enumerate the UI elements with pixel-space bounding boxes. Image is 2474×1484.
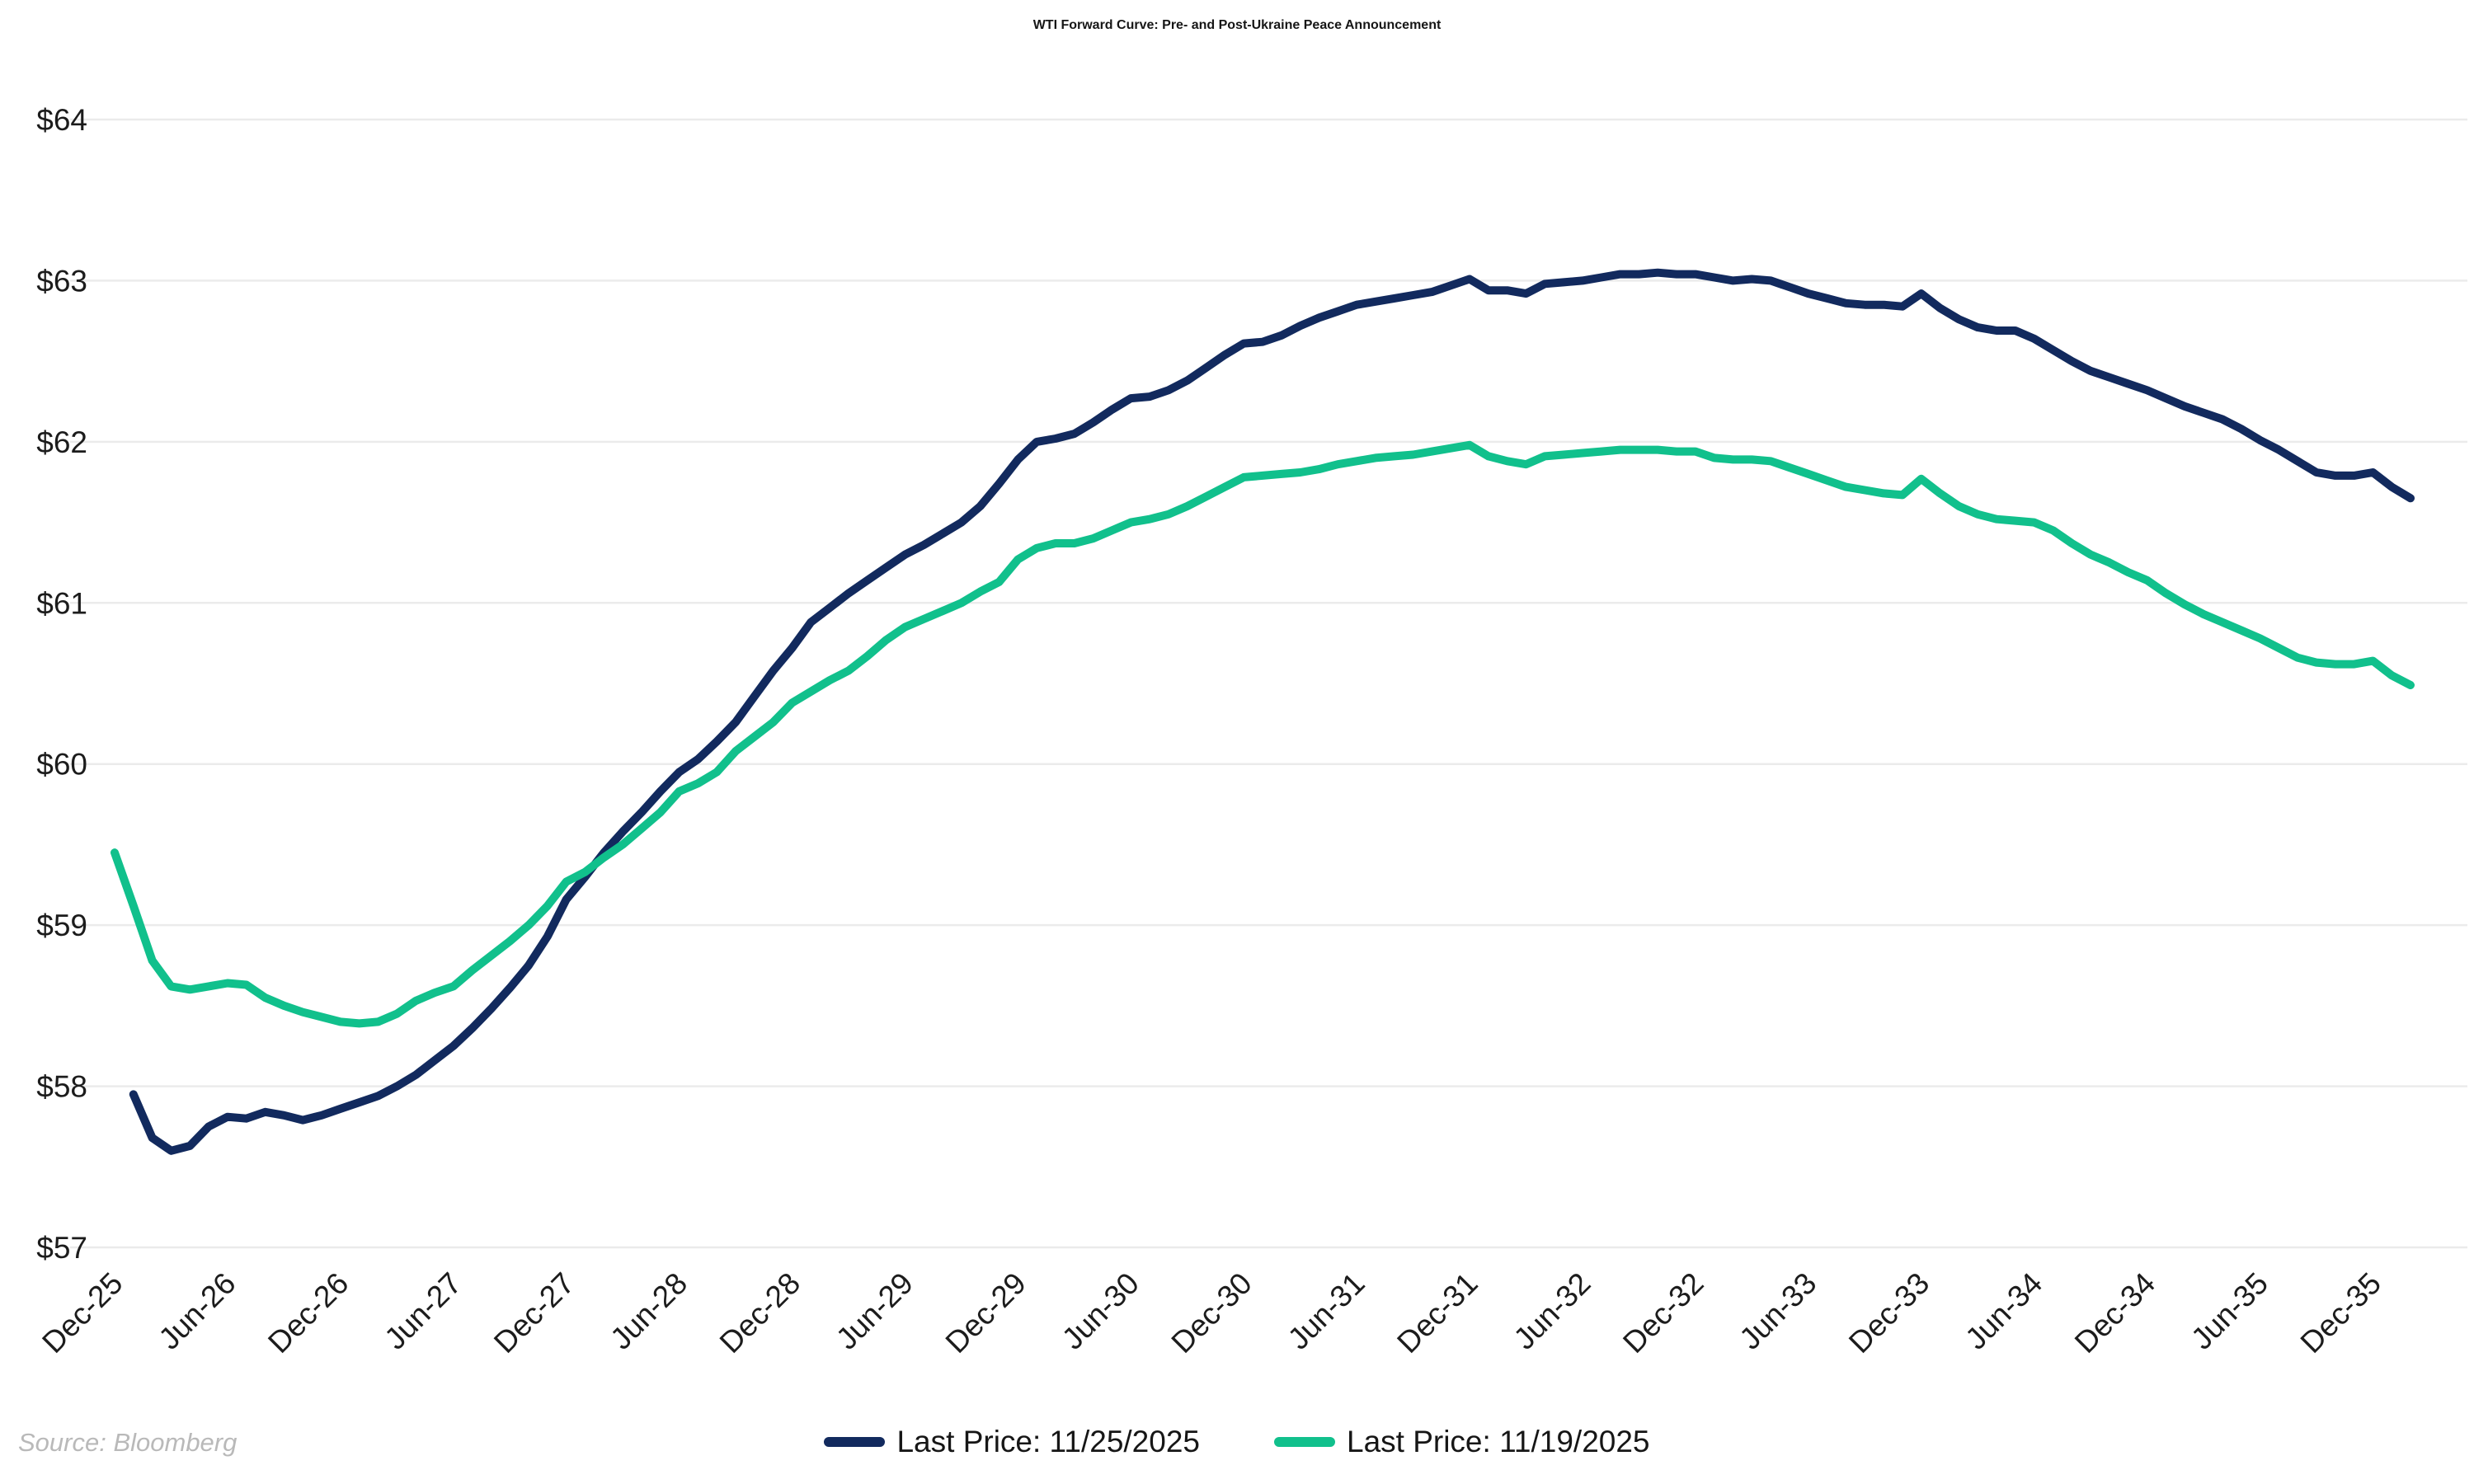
series-line--11-19-2025: [111, 440, 2415, 1028]
x-axis-tick-label: Dec-31: [1390, 1266, 1484, 1360]
x-axis-tick-label: Dec-29: [939, 1266, 1032, 1360]
x-axis-tick-label: Dec-30: [1165, 1266, 1258, 1360]
x-axis-tick-label: Dec-35: [2294, 1266, 2387, 1360]
x-axis-tick-label: Jun-27: [378, 1266, 468, 1356]
x-axis-tick-label: Dec-33: [1842, 1266, 1935, 1360]
x-axis-tick-label: Jun-35: [2185, 1266, 2274, 1356]
x-axis-tick-label: Dec-25: [35, 1266, 129, 1360]
x-axis-tick-label: Dec-26: [261, 1266, 355, 1360]
x-axis-tick-label: Dec-34: [2068, 1266, 2161, 1360]
x-axis-tick-label: Jun-26: [153, 1266, 242, 1356]
x-axis-tick-label: Jun-29: [830, 1266, 920, 1356]
y-axis-tick-label: $59: [36, 909, 87, 942]
y-axis-tick-label: $57: [36, 1231, 87, 1265]
x-axis-tick-label: Dec-32: [1616, 1266, 1710, 1360]
y-axis-tick-label: $63: [36, 264, 87, 298]
y-axis-tick-label: $64: [36, 103, 87, 137]
green-line-swatch-icon: [1274, 1437, 1335, 1447]
x-axis-tick-label: Jun-28: [604, 1266, 694, 1356]
navy-line-swatch-icon: [824, 1437, 886, 1447]
x-axis-tick-label: Dec-28: [713, 1266, 807, 1360]
x-axis-tick-label: Jun-30: [1056, 1266, 1145, 1356]
legend-item-pre-announcement: Last Price: 11/19/2025: [1274, 1425, 1650, 1459]
y-axis-tick-label: $61: [36, 586, 87, 620]
x-axis-tick-label: Dec-27: [487, 1266, 581, 1360]
legend-label: Last Price: 11/25/2025: [896, 1425, 1200, 1458]
x-axis-tick-label: Jun-34: [1959, 1266, 2048, 1356]
legend-label: Last Price: 11/19/2025: [1347, 1425, 1650, 1458]
y-axis-tick-label: $62: [36, 425, 87, 459]
source-note: Source: Bloomberg: [18, 1428, 238, 1457]
series-line--11-25-2025: [129, 268, 2415, 1155]
y-axis-tick-label: $58: [36, 1070, 87, 1104]
chart-title: WTI Forward Curve: Pre- and Post-Ukraine…: [1032, 18, 1442, 32]
y-axis-tick-label: $60: [36, 748, 87, 782]
x-axis-tick-label: Jun-31: [1282, 1266, 1371, 1356]
chart-legend: Last Price: 11/25/2025 Last Price: 11/19…: [0, 1425, 2474, 1459]
x-axis-tick-label: Jun-32: [1507, 1266, 1597, 1356]
legend-item-post-announcement: Last Price: 11/25/2025: [824, 1425, 1200, 1459]
x-axis-tick-label: Jun-33: [1733, 1266, 1823, 1356]
